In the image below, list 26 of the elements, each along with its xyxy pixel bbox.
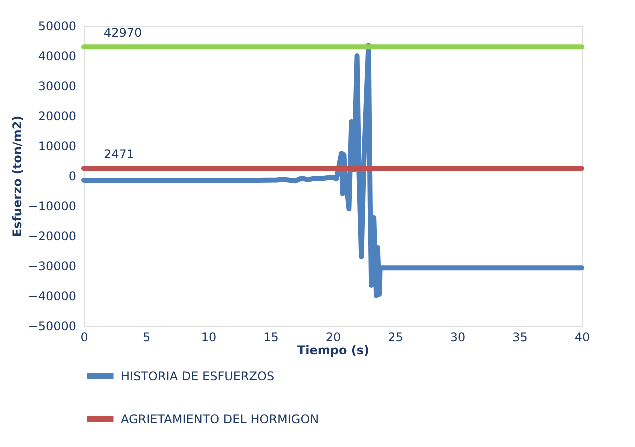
y-tick-label: −10000 — [28, 200, 76, 214]
y-tick-label: 50000 — [38, 20, 76, 34]
y-tick-label: −30000 — [28, 260, 76, 274]
annotation: 2471 — [104, 148, 135, 162]
x-tick-label: 20 — [326, 330, 342, 344]
y-tick-label: 30000 — [38, 80, 76, 94]
y-tick-label: 10000 — [38, 140, 76, 154]
x-axis-title: Tiempo (s) — [297, 344, 370, 358]
annotation: 42970 — [104, 26, 142, 40]
y-tick-label: 40000 — [38, 50, 76, 64]
x-tick-label: 25 — [388, 330, 404, 344]
legend-label: AGRIETAMIENTO DEL HORMIGON — [121, 412, 320, 426]
y-tick-label: −50000 — [28, 320, 76, 334]
x-tick-label: 10 — [201, 330, 217, 344]
x-tick-label: 15 — [264, 330, 279, 344]
x-tick-label: 30 — [450, 330, 466, 344]
y-axis-title: Esfuerzo (ton/m2) — [10, 116, 24, 238]
y-tick-label: −40000 — [28, 290, 76, 304]
x-tick-label: 0 — [80, 330, 88, 344]
x-tick-label: 40 — [574, 330, 590, 344]
y-tick-label: 0 — [68, 170, 76, 184]
x-tick-label: 5 — [142, 330, 151, 344]
y-tick-label: 20000 — [38, 110, 76, 124]
x-tick-label: 35 — [512, 330, 528, 344]
legend-label: HISTORIA DE ESFUERZOS — [121, 370, 275, 384]
y-tick-label: −20000 — [28, 230, 76, 244]
